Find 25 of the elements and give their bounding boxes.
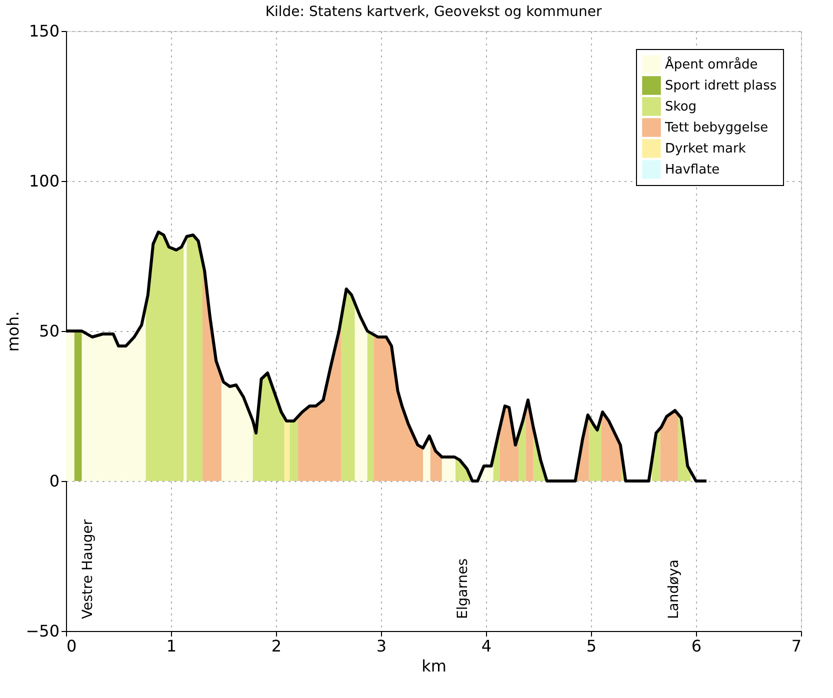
annotation: Vestre Hauger	[80, 519, 96, 619]
y-tick-label: 50	[39, 322, 60, 340]
x-tick-label: 4	[481, 636, 492, 656]
x-tick-label: 1	[166, 636, 177, 656]
y-tick-label: −50	[26, 622, 60, 640]
annotation: Elgarnes	[455, 558, 471, 619]
legend-label: Havflate	[665, 162, 720, 178]
legend-label: Dyrket mark	[665, 142, 746, 156]
x-tick-label: 6	[691, 636, 702, 656]
x-tick-label: 3	[376, 636, 387, 656]
y-tick-label: 150	[28, 22, 60, 40]
y-tick-label: 0	[49, 472, 60, 490]
annotation: Landøya	[666, 559, 682, 619]
legend-label: Åpent område	[665, 56, 758, 72]
y-tick-label: 100	[28, 172, 60, 190]
x-axis-title: km	[422, 656, 446, 676]
x-tick-label: 5	[586, 636, 597, 656]
legend-label: Skog	[665, 100, 697, 114]
y-axis-title: moh.	[4, 311, 23, 352]
x-tick-label: 7	[791, 636, 802, 656]
legend-label: Sport idrett plass	[665, 78, 777, 94]
legend-label: Tett bebyggelse	[664, 120, 768, 136]
chart-title: Kilde: Statens kartverk, Geovekst og kommuner	[265, 4, 602, 20]
x-tick-label: 0	[66, 636, 77, 656]
x-tick-label: 2	[271, 636, 282, 656]
